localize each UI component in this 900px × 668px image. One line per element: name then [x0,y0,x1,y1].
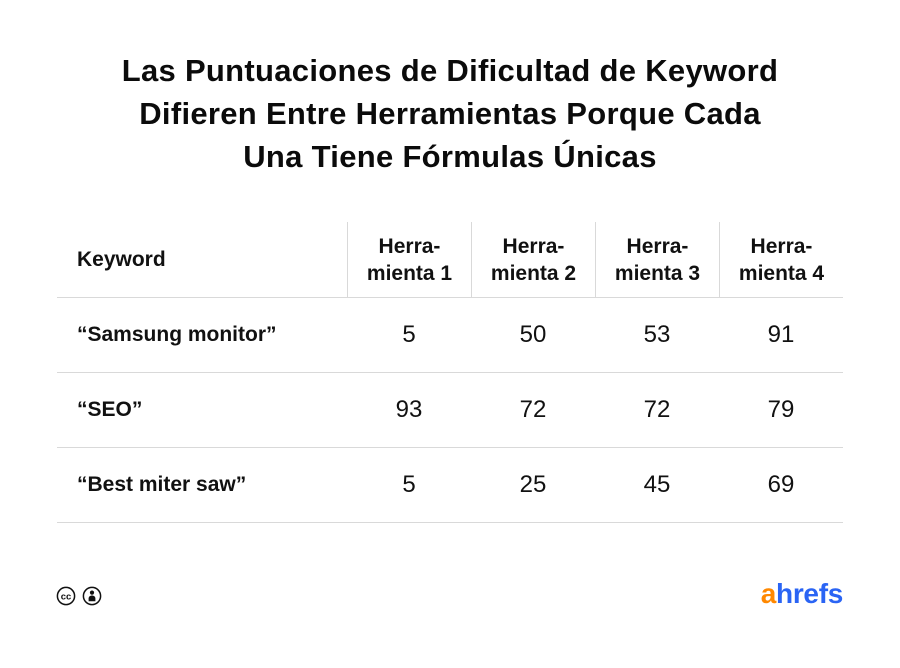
value-cell: 93 [347,373,471,449]
attribution-icon [82,586,102,606]
value-cell: 72 [471,373,595,449]
keyword-cell: “Samsung monitor” [57,298,347,374]
tool-3-header-line-1: Herra- [626,234,689,258]
value-cell: 50 [471,298,595,374]
value-cell: 91 [719,298,843,374]
cc-icon: cc [56,586,76,606]
table-header-keyword: Keyword [57,222,347,299]
value-cell: 53 [595,298,719,374]
value-cell: 5 [347,298,471,374]
table-header-tool-3: Herra- mienta 3 [595,222,719,299]
keyword-difficulty-table: Keyword Herra- mienta 1 Herra- mienta 2 … [57,222,843,524]
table-header-tool-4: Herra- mienta 4 [719,222,843,299]
value-cell: 5 [347,448,471,524]
ahrefs-logo: ahrefs [760,578,844,610]
value-cell: 79 [719,373,843,449]
ahrefs-logo-hrefs: hrefs [776,578,843,609]
tool-4-header-line-1: Herra- [750,234,813,258]
creative-commons-license: cc [56,585,110,612]
svg-text:cc: cc [61,591,72,602]
tool-2-header-line-1: Herra- [502,234,565,258]
value-cell: 25 [471,448,595,524]
keyword-cell: “Best miter saw” [57,448,347,524]
table-header-tool-2: Herra- mienta 2 [471,222,595,299]
tool-2-header-line-2: mienta 2 [490,261,577,285]
tool-1-header-line-2: mienta 1 [366,261,453,285]
ahrefs-logo-a: a [760,578,777,609]
page-title: Las Puntuaciones de Dificultad de Keywor… [0,50,900,178]
keyword-cell: “SEO” [57,373,347,449]
value-cell: 45 [595,448,719,524]
title-line-1: Las Puntuaciones de Dificultad de Keywor… [121,53,779,88]
table-header-tool-1: Herra- mienta 1 [347,222,471,299]
tool-1-header-line-1: Herra- [378,234,441,258]
tool-4-header-line-2: mienta 4 [738,261,825,285]
title-line-3: Una Tiene Fórmulas Únicas [243,138,657,174]
tool-3-header-line-2: mienta 3 [614,261,701,285]
value-cell: 72 [595,373,719,449]
value-cell: 69 [719,448,843,524]
title-line-2: Difieren Entre Herramientas Porque Cada [139,95,761,131]
cc-attribution-icons: cc [56,586,102,606]
